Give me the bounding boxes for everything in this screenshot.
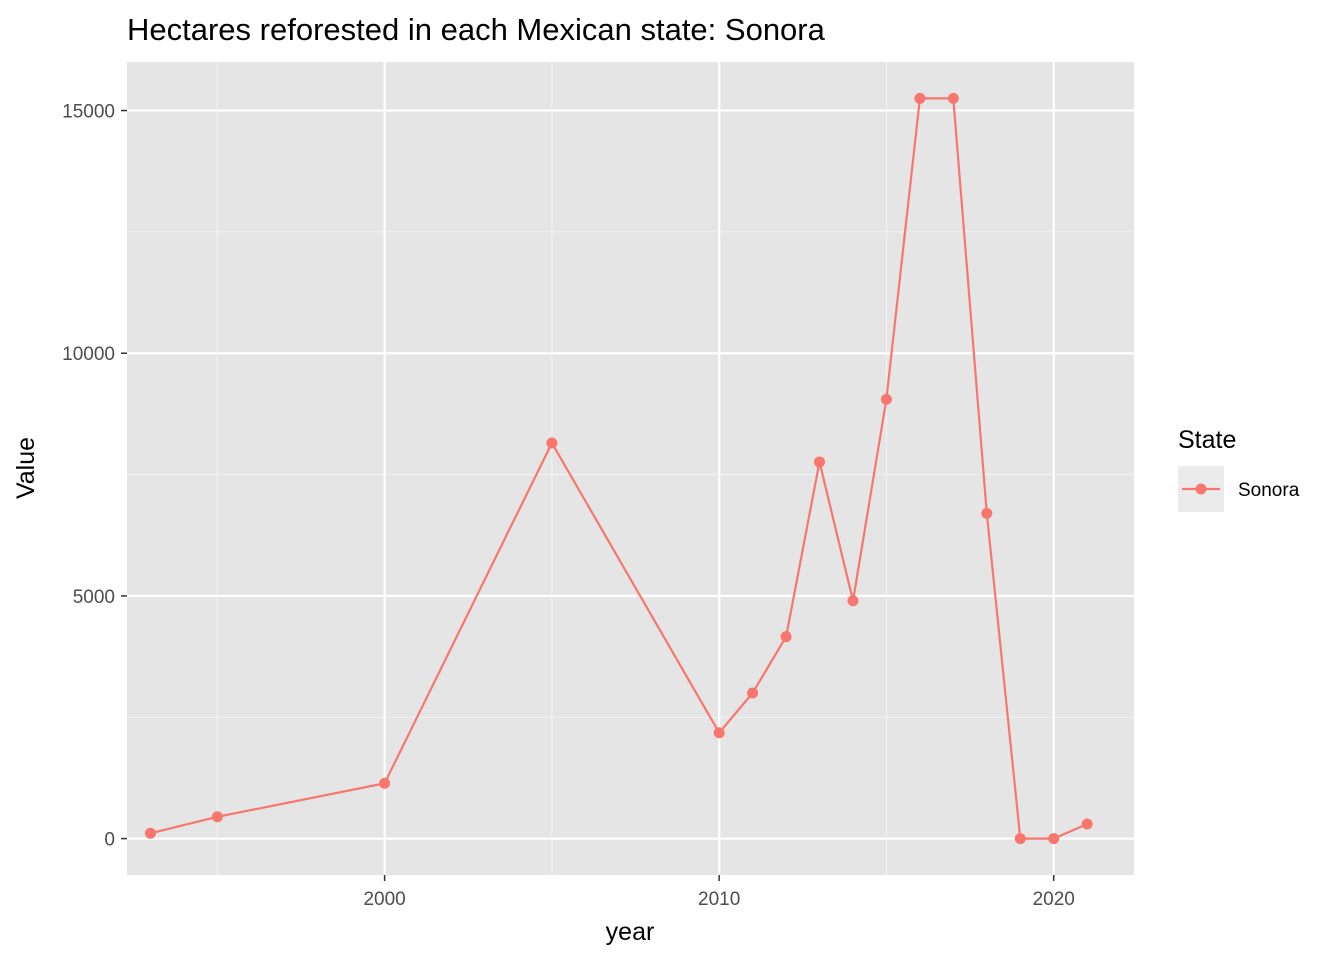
data-point (814, 456, 826, 468)
data-point (144, 827, 156, 839)
data-point (1081, 818, 1093, 830)
data-point (747, 687, 759, 699)
y-tick-label: 15000 (62, 102, 115, 123)
legend-title: State (1178, 426, 1236, 454)
x-tick-label: 2000 (363, 889, 405, 910)
x-axis: 2000 2010 2020 (363, 875, 1075, 910)
y-axis-title: Value (12, 437, 40, 499)
data-point (1048, 833, 1060, 845)
y-tick-label: 10000 (62, 344, 115, 365)
x-axis-title: year (606, 918, 655, 946)
x-tick-label: 2010 (698, 889, 740, 910)
data-point (1014, 833, 1026, 845)
y-tick-label: 5000 (73, 587, 115, 608)
series-line-sonora (150, 97, 1088, 840)
major-gridlines (127, 62, 1134, 875)
y-tick-label: 0 (104, 830, 115, 851)
minor-gridlines (127, 62, 1134, 875)
data-point (914, 92, 926, 104)
data-point (713, 727, 725, 739)
data-point (847, 595, 859, 607)
data-point (947, 92, 959, 104)
x-tick-label: 2020 (1033, 889, 1075, 910)
y-axis: 0 5000 10000 15000 (62, 102, 127, 851)
chart-title: Hectares reforested in each Mexican stat… (127, 12, 826, 47)
data-point (211, 811, 223, 823)
plot-panel (127, 62, 1134, 875)
legend-label: Sonora (1238, 480, 1300, 501)
legend: State Sonora (1178, 426, 1300, 512)
data-point (981, 507, 993, 519)
series-layer (144, 92, 1093, 845)
data-point (546, 437, 558, 449)
legend-key-point (1195, 483, 1207, 495)
data-point (379, 777, 391, 789)
data-point (780, 631, 792, 643)
data-point (880, 393, 892, 405)
